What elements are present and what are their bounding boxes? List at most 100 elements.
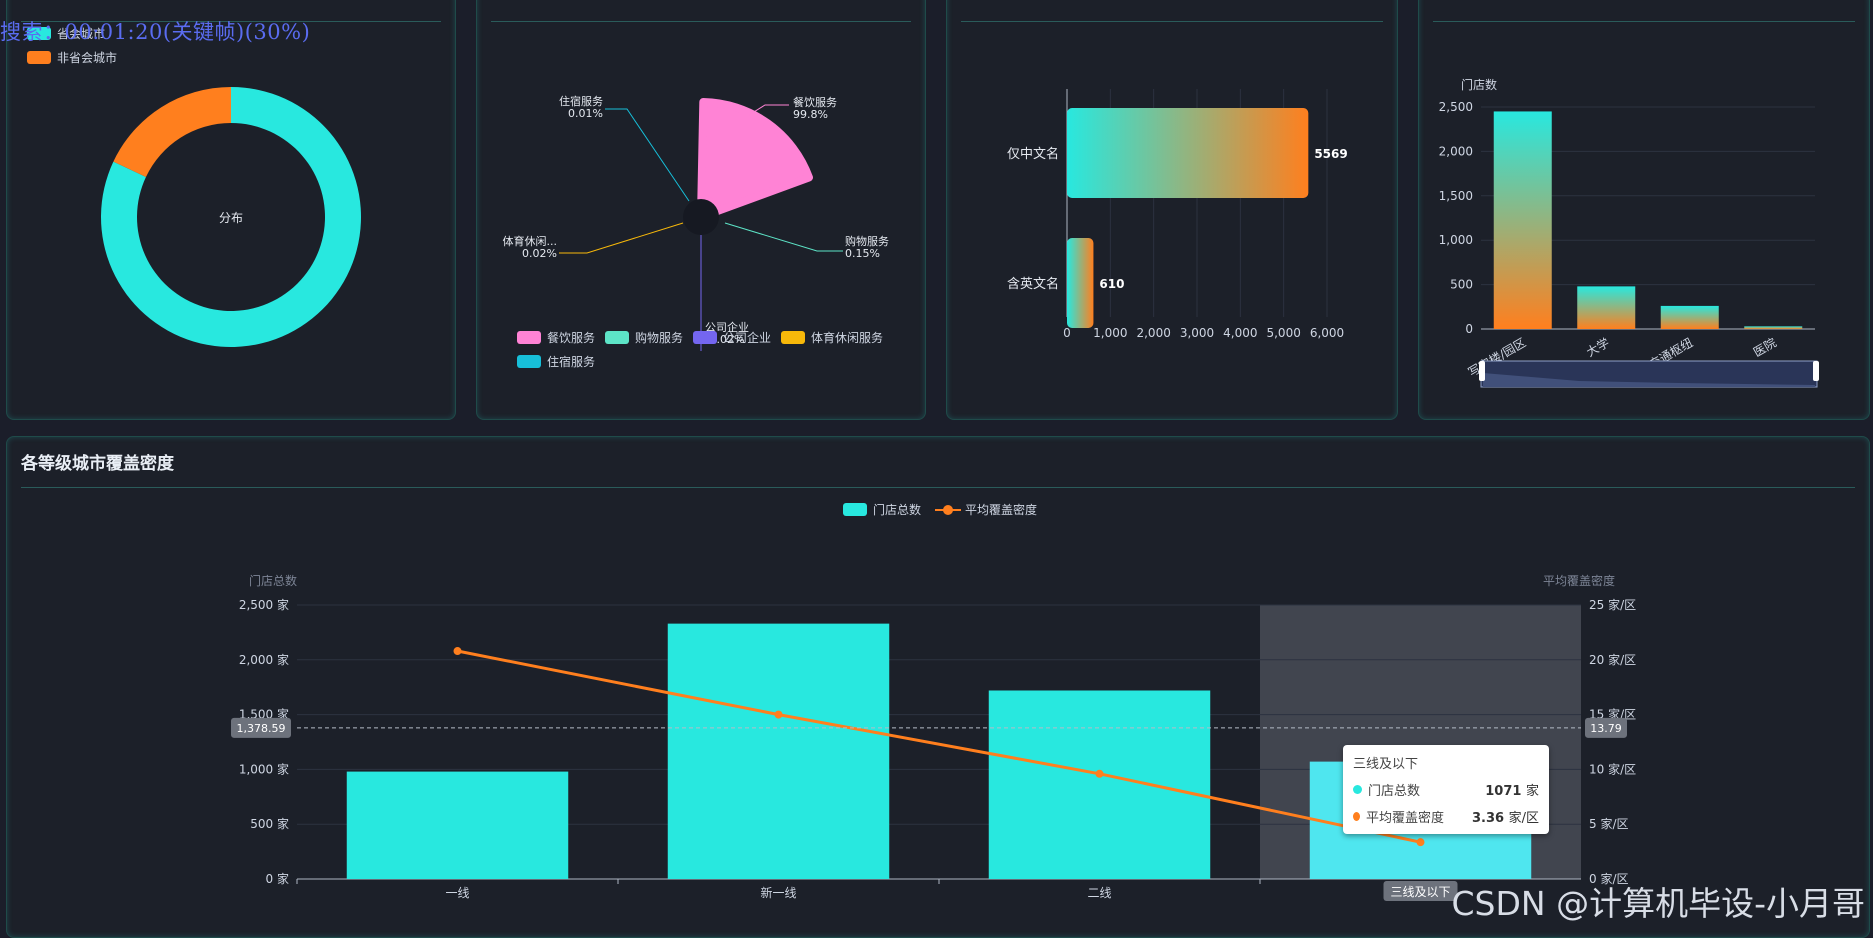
- rose-legend-swatch: [781, 331, 805, 344]
- vbar-ytick: 500: [1450, 278, 1473, 292]
- vbar-chart: 门店数05001,0001,5002,0002,500写字楼/园区 大学 交通枢纽医…: [1439, 77, 1819, 388]
- rose-slice-label: 公司企业: [705, 320, 749, 334]
- tooltip-row-name: 门店总数: [1368, 784, 1421, 799]
- rose-legend-swatch: [605, 331, 629, 344]
- combo-line-point: [1416, 838, 1425, 847]
- hbar-xtick: 1,000: [1093, 326, 1127, 340]
- tooltip-row-value: 1071: [1485, 784, 1522, 799]
- rose-chart: 餐饮服务99.8%购物服务0.15%公司企业0.02%体育休闲...0.02%住…: [503, 94, 890, 369]
- vbar-ytick: 0: [1465, 322, 1473, 336]
- rose-legend-label: 购物服务: [635, 330, 683, 345]
- combo-category: 三线及以下: [1390, 885, 1450, 899]
- vbar-ylabel: 门店数: [1461, 77, 1497, 92]
- donut-legend-swatch: [27, 27, 51, 40]
- vbar-bar: [1577, 286, 1636, 329]
- vbar-ytick: 2,000: [1439, 144, 1473, 158]
- combo-category: 一线: [445, 886, 469, 900]
- rose-label-line: [605, 108, 690, 202]
- combo-line: [457, 649, 1421, 844]
- tooltip-title: 三线及以下: [1353, 757, 1419, 772]
- hbar-xtick: 3,000: [1180, 326, 1214, 340]
- combo-ytick-right: 0 家/区: [1589, 871, 1629, 886]
- rose-slice-pct: 99.8%: [793, 108, 828, 121]
- hbar-value-label: 610: [1099, 277, 1124, 291]
- donut-legend-label: 省会城市: [57, 26, 105, 41]
- combo-bar: [667, 623, 890, 879]
- vbar-category: 医院: [1751, 335, 1779, 359]
- rose-label-line: [559, 222, 684, 254]
- vbar-ytick: 1,500: [1439, 189, 1473, 203]
- combo-category: 新一线: [760, 885, 796, 900]
- csdn-watermark: CSDN @计算机毕设-小月哥: [1451, 884, 1865, 923]
- rose-slice-pct: 0.01%: [568, 107, 603, 120]
- combo-ytick-left: 1,000 家: [239, 761, 289, 776]
- rose-legend-label: 公司企业: [723, 330, 771, 345]
- rose-slice-label: 住宿服务: [559, 94, 603, 108]
- donut-center-label: 分布: [219, 211, 243, 225]
- combo-line-point: [453, 647, 462, 656]
- hbar-xtick: 5,000: [1266, 326, 1300, 340]
- donut-slice: [113, 87, 231, 177]
- tooltip-dot-line: [1353, 812, 1360, 821]
- hbar-bar: [1067, 108, 1309, 198]
- combo-ytick-right: 25 家/区: [1589, 597, 1636, 612]
- combo-ytick-right: 20 家/区: [1589, 652, 1636, 667]
- combo-ytick-left: 1,500 家: [239, 707, 289, 722]
- slider-handle-right[interactable]: [1813, 361, 1819, 381]
- rose-slice-label: 购物服务: [845, 234, 889, 248]
- rose-slice-label: 体育休闲...: [503, 234, 558, 248]
- tooltip-row-value: 3.36: [1472, 811, 1505, 826]
- hbar-category: 含英文名: [1007, 276, 1059, 292]
- slider-handle-left[interactable]: [1479, 361, 1485, 381]
- combo-ytick-left: 2,500 家: [239, 597, 289, 612]
- combo-ylabel-left: 门店总数: [249, 573, 297, 588]
- combo-crosshair-right: 13.79: [1590, 722, 1622, 735]
- combo-legend-label: 平均覆盖密度: [965, 502, 1037, 517]
- combo-crosshair-left: 1,378.59: [237, 722, 286, 735]
- rose-legend-swatch: [517, 331, 541, 344]
- hbar-value-label: 5569: [1314, 147, 1347, 161]
- rose-legend-swatch: [517, 355, 541, 368]
- hbar-xtick: 0: [1063, 326, 1071, 340]
- vbar-bar: [1493, 111, 1552, 329]
- combo-legend-dot: [943, 505, 953, 515]
- combo-line-point: [1095, 769, 1104, 778]
- combo-legend-label: 门店总数: [873, 502, 921, 517]
- vbar-ytick: 1,000: [1439, 233, 1473, 247]
- rose-center: [683, 199, 719, 235]
- hbar-xtick: 4,000: [1223, 326, 1257, 340]
- tooltip-dot-bar: [1353, 785, 1362, 794]
- panel-city-type: 省会城市 非省会城市 分布: [6, 0, 456, 420]
- combo-ytick-right: 10 家/区: [1589, 761, 1636, 776]
- combo-line-point: [774, 710, 783, 719]
- vbar-bar: [1660, 305, 1719, 329]
- rose-label-line: [724, 222, 843, 252]
- combo-legend-swatch-bar: [843, 503, 867, 516]
- tooltip-row-unit: 家: [1525, 784, 1539, 799]
- combo-ytick-right: 15 家/区: [1589, 707, 1636, 722]
- hbar-category: 仅中文名: [1007, 146, 1059, 162]
- combo-tooltip: 三线及以下 门店总数 1071 家 平均覆盖密度 3.36 家/区: [1343, 745, 1549, 834]
- panel-name-type: 0 1,000 2,000 3,000 4,000 5,000 6,000 仅中文名 5569 含…: [946, 0, 1398, 420]
- rose-slice-label: 餐饮服务: [793, 95, 837, 109]
- rose-slice-pct: 0.15%: [845, 247, 880, 260]
- combo-crosshair-right-bg: [1585, 717, 1627, 738]
- vbar-bar: [1744, 326, 1803, 329]
- tooltip-row-name: 平均覆盖密度: [1365, 811, 1444, 826]
- combo-crosshair-left-bg: [231, 717, 291, 738]
- hbar-chart: 0 1,000 2,000 3,000 4,000 5,000 6,000 仅中文名 5569 含…: [1007, 89, 1348, 340]
- tooltip-row-unit: 家/区: [1508, 811, 1539, 826]
- rose-slice-pct: 0.02%: [710, 333, 745, 346]
- combo-bar: [988, 690, 1211, 879]
- data-zoom-slider[interactable]: [1479, 360, 1819, 388]
- combo-ytick-left: 2,000 家: [239, 652, 289, 667]
- combo-ylabel-right: 平均覆盖密度: [1543, 573, 1615, 588]
- hbar-xtick: 6,000: [1310, 326, 1344, 340]
- rose-legend-label: 住宿服务: [547, 354, 595, 369]
- combo-ytick-left: 500 家: [250, 816, 289, 831]
- panel-location-type: 门店数 0 500 1,000 1,500 2,000 2,500 写字楼/园区 大学 交通枢纽医…: [1418, 0, 1870, 420]
- rose-slice-pct: 0.02%: [522, 247, 557, 260]
- combo-ytick-right: 5 家/区: [1589, 816, 1629, 831]
- vbar-ytick: 2,500: [1439, 100, 1473, 114]
